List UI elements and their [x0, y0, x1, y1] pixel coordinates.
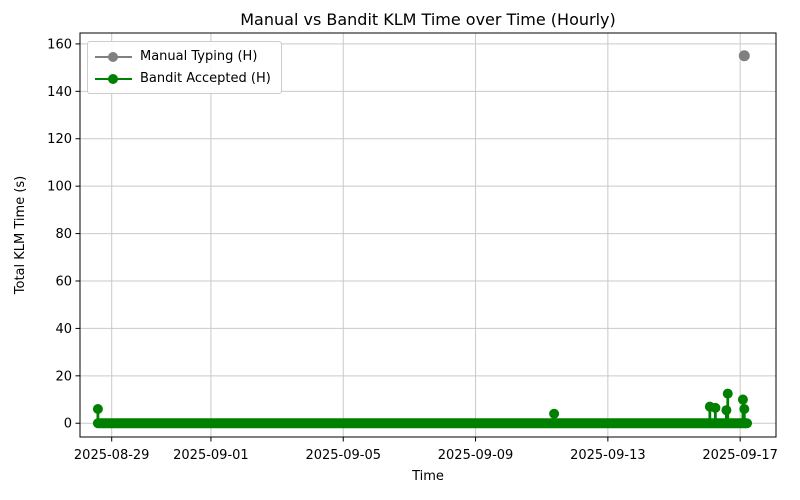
y-tick-label: 80: [55, 227, 72, 242]
y-axis-label: Total KLM Time (s): [13, 176, 28, 295]
bandit-data-point: [739, 404, 750, 415]
y-tick-label: 60: [55, 274, 72, 289]
bandit-data-point: [92, 404, 103, 415]
bandit-data-point: [710, 402, 721, 413]
y-tick-label: 120: [47, 132, 72, 147]
bandit-data-point: [722, 388, 733, 399]
legend-marker-icon: [108, 51, 118, 62]
data-series: [92, 50, 753, 429]
chart-title: Manual vs Bandit KLM Time over Time (Hou…: [240, 10, 615, 29]
y-tick-label: 100: [47, 180, 72, 195]
x-tick-label: 2025-08-29: [74, 448, 150, 463]
legend-sample-manual: [95, 51, 132, 63]
y-tick-label: 0: [64, 417, 72, 432]
y-tick-label: 20: [55, 369, 72, 384]
x-tick-label: 2025-09-09: [438, 448, 514, 463]
bandit-data-point: [737, 394, 748, 405]
legend-label-bandit: Bandit Accepted (H): [140, 71, 271, 86]
x-tick-label: 2025-09-01: [173, 448, 249, 463]
axis-ticks: [75, 43, 741, 442]
y-tick-label: 160: [47, 37, 72, 52]
legend-item-bandit: Bandit Accepted (H): [95, 69, 271, 88]
legend-item-manual: Manual Typing (H): [95, 47, 271, 66]
x-tick-label: 2025-09-17: [702, 448, 778, 463]
bandit-data-point: [549, 408, 560, 419]
plot-frame: [79, 32, 777, 438]
x-tick-label: 2025-09-05: [305, 448, 381, 463]
legend-sample-bandit: [95, 73, 132, 85]
x-axis-label: Time: [411, 469, 444, 484]
manual-data-point: [738, 50, 750, 62]
legend-marker-icon: [108, 73, 118, 84]
y-tick-label: 40: [55, 322, 72, 337]
axis-tick-labels: 2025-08-29 2025-09-01 2025-09-05 2025-09-09…: [47, 37, 778, 463]
gridlines: [80, 33, 776, 437]
y-tick-label: 140: [47, 85, 72, 100]
legend: Manual Typing (H) Bandit Accepted (H): [87, 41, 282, 94]
x-tick-label: 2025-09-13: [570, 448, 646, 463]
legend-label-manual: Manual Typing (H): [140, 49, 258, 64]
